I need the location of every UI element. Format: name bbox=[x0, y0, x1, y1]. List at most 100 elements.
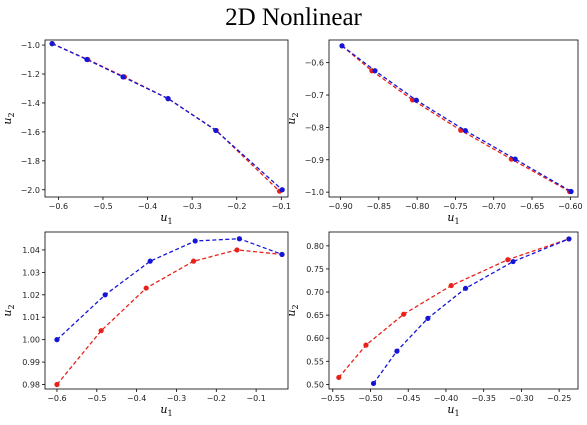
x-tick-label: −0.6 bbox=[47, 394, 66, 403]
series-line bbox=[341, 45, 572, 193]
x-tick-label: −0.35 bbox=[471, 394, 496, 403]
x-tick-label: −0.55 bbox=[321, 394, 346, 403]
data-point bbox=[120, 74, 126, 80]
data-point bbox=[413, 97, 419, 103]
y-tick-label: 0.50 bbox=[306, 380, 324, 389]
x-tick-label: −0.65 bbox=[520, 202, 545, 211]
data-point bbox=[363, 342, 369, 348]
data-point bbox=[409, 97, 416, 103]
y-axis-label: u2 bbox=[285, 304, 300, 316]
y-tick-label: 1.00 bbox=[22, 336, 40, 345]
subplot-top-right: −0.90 −0.85 −0.80 −0.75 −0.70 −0.65 −0.60 −1.0 −… bbox=[285, 39, 583, 226]
series-line bbox=[341, 45, 570, 193]
x-tick-label: −0.1 bbox=[272, 202, 291, 211]
data-point bbox=[190, 258, 197, 264]
data-point bbox=[165, 96, 171, 102]
data-point bbox=[505, 257, 511, 263]
subplot-top-left: −0.6 −0.5 −0.4 −0.3 −0.2 −0.1 −2.0 −1.8 −1.6 −1.4… bbox=[1, 39, 291, 226]
series-line bbox=[338, 238, 570, 378]
y-tick-label: 1.03 bbox=[22, 268, 40, 277]
y-axis-label: u2 bbox=[285, 112, 300, 124]
figure-title: 2D Nonlinear bbox=[225, 4, 362, 31]
data-point bbox=[84, 56, 90, 63]
x-tick-label: −0.3 bbox=[182, 202, 201, 211]
x-tick-label: −0.2 bbox=[227, 202, 246, 211]
data-point bbox=[143, 285, 149, 291]
x-axis-label: u1 bbox=[160, 403, 172, 418]
x-axis-label: u1 bbox=[160, 211, 172, 226]
y-tick-label: 0.75 bbox=[306, 265, 324, 274]
x-tick-label: −0.30 bbox=[509, 394, 534, 403]
y-tick-label: 1.01 bbox=[22, 313, 40, 322]
y-tick-label: −1.6 bbox=[21, 128, 40, 137]
y-tick-label: 0.70 bbox=[306, 288, 324, 297]
data-point bbox=[49, 41, 55, 47]
y-axis-label: u2 bbox=[1, 304, 16, 316]
y-tick-label: 0.99 bbox=[22, 358, 40, 367]
data-point bbox=[54, 337, 60, 343]
x-tick-label: −0.2 bbox=[207, 394, 226, 403]
series-line bbox=[51, 43, 280, 192]
axes-frame bbox=[328, 39, 579, 198]
y-tick-label: 0.65 bbox=[306, 311, 324, 320]
axes-frame bbox=[44, 39, 289, 198]
y-tick-label: 0.60 bbox=[306, 334, 324, 343]
y-tick-label: −1.8 bbox=[21, 157, 40, 166]
x-tick-label: −0.45 bbox=[396, 394, 421, 403]
data-point bbox=[98, 328, 104, 334]
x-tick-label: −0.4 bbox=[127, 394, 146, 403]
series-line bbox=[372, 238, 570, 384]
data-point bbox=[234, 247, 240, 253]
y-tick-label: 0.98 bbox=[22, 381, 40, 390]
y-tick-label: −0.7 bbox=[305, 91, 324, 100]
data-point bbox=[279, 251, 285, 258]
y-tick-label: −1.2 bbox=[21, 70, 40, 79]
data-point bbox=[370, 380, 377, 387]
y-tick-label: −2.0 bbox=[21, 186, 40, 195]
axes-frame bbox=[328, 231, 579, 390]
y-axis-label: u2 bbox=[1, 112, 16, 124]
data-point bbox=[425, 315, 431, 321]
y-tick-label: 0.80 bbox=[306, 242, 324, 251]
y-tick-label: −0.6 bbox=[305, 59, 324, 68]
axes-frame bbox=[44, 231, 289, 390]
x-tick-label: −0.75 bbox=[443, 202, 468, 211]
x-tick-label: −0.85 bbox=[367, 202, 392, 211]
data-point bbox=[566, 236, 572, 242]
y-tick-label: 1.04 bbox=[22, 246, 40, 255]
y-tick-label: −1.4 bbox=[21, 99, 40, 108]
data-point bbox=[394, 348, 400, 354]
x-tick-label: −0.70 bbox=[481, 202, 506, 211]
data-point bbox=[462, 128, 468, 134]
x-tick-label: −0.5 bbox=[87, 394, 106, 403]
data-point bbox=[568, 188, 574, 195]
data-point bbox=[54, 381, 60, 388]
y-tick-label: −1.0 bbox=[305, 188, 324, 197]
x-tick-label: −0.25 bbox=[547, 394, 572, 403]
series-line bbox=[56, 249, 283, 385]
data-point bbox=[339, 43, 345, 49]
x-tick-label: −0.6 bbox=[49, 202, 68, 211]
x-tick-label: −0.60 bbox=[558, 202, 583, 211]
subplot-bottom-right: −0.55 −0.50 −0.45 −0.40 −0.35 −0.30 −0.25 0.50 0… bbox=[285, 231, 579, 418]
x-tick-label: −0.5 bbox=[93, 202, 112, 211]
x-tick-label: −0.1 bbox=[246, 394, 265, 403]
data-point bbox=[401, 311, 407, 317]
subplot-bottom-left: −0.6 −0.5 −0.4 −0.3 −0.2 −0.1 0.98 0.99 1.00 1.01… bbox=[1, 231, 289, 418]
x-tick-label: −0.90 bbox=[328, 202, 353, 211]
data-point bbox=[213, 127, 219, 134]
data-point bbox=[236, 236, 242, 242]
data-point bbox=[372, 68, 378, 74]
x-axis-label: u1 bbox=[447, 211, 459, 226]
data-point bbox=[279, 187, 285, 193]
data-point bbox=[448, 282, 454, 289]
x-tick-label: −0.80 bbox=[405, 202, 430, 211]
data-point bbox=[147, 258, 153, 264]
x-tick-label: −0.4 bbox=[138, 202, 157, 211]
data-point bbox=[462, 285, 469, 291]
data-point bbox=[510, 258, 516, 265]
y-tick-label: −1.0 bbox=[21, 41, 40, 50]
data-point bbox=[336, 374, 342, 381]
y-tick-label: −0.8 bbox=[305, 123, 324, 132]
